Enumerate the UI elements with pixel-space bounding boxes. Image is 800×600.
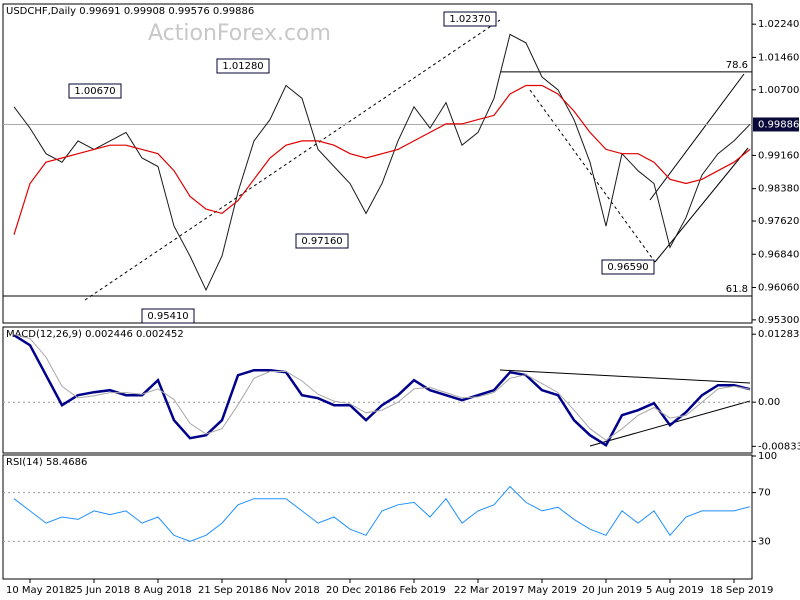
trend-line [499,369,751,384]
x-tick-label: 18 Sep 2019 [710,585,773,596]
x-tick-label: 8 Aug 2018 [134,585,192,596]
y-tick-label: 30 [758,536,771,547]
macd-panel [2,326,753,454]
x-tick-label: 25 Jun 2018 [70,585,130,596]
annotation: 0.95410 [147,311,188,322]
x-tick-label: 10 May 2018 [6,585,71,596]
x-tick-label: 20 Dec 2018 [326,585,390,596]
annotation-box [295,233,349,249]
annotation: 1.02370 [449,14,490,25]
series-line [13,33,751,292]
x-tick-label: 6 Nov 2018 [262,585,320,596]
annotation-box [216,58,270,74]
y-tick-label: 0.99160 [758,150,799,161]
last-price-box [753,117,799,132]
x-tick-label: 5 Aug 2019 [646,585,704,596]
x-tick-label: 20 Jun 2019 [582,585,642,596]
series-line [13,485,751,542]
x-tick-label: 7 May 2019 [518,585,577,596]
y-tick-label: 0.95300 [758,315,799,326]
annotation: 0.96590 [607,262,648,273]
y-tick-label: -0.00833 [758,441,800,452]
y-tick-label: 1.01460 [758,52,799,63]
y-tick-label: 0.98380 [758,184,799,195]
x-tick-label: 22 Mar 2019 [454,585,517,596]
panel-title: MACD(12,26,9) 0.002446 0.002452 [6,329,184,340]
y-tick-label: 100 [758,451,777,462]
annotation-box [601,259,655,275]
annotation: 1.01280 [222,61,263,72]
panel-title: USDCHF,Daily 0.99691 0.99908 0.99576 0.9… [6,6,254,17]
annotation: 1.00670 [74,86,115,97]
annotation-box [68,83,122,99]
watermark: ActionForex.com [148,21,331,46]
series-line [13,334,751,447]
x-tick-label: 6 Feb 2019 [390,585,446,596]
y-tick-label: 0.00 [758,397,780,408]
y-tick-label: 70 [758,488,771,499]
trend-line [649,73,745,201]
y-tick-label: 0.96060 [758,282,799,293]
panel-title: RSI(14) 58.4686 [6,457,87,468]
trend-line [654,147,749,263]
annotation-box [141,308,195,324]
y-tick-label: 1.02240 [758,19,799,30]
series-line [13,333,751,441]
y-tick-label: 0.97620 [758,216,799,227]
annotation-box [443,11,497,27]
fib-label: 78.6 [726,60,748,71]
last-price-label: 0.99886 [758,119,799,130]
annotation: 0.97160 [301,236,342,247]
series-line [13,84,751,235]
x-tick-label: 21 Sep 2018 [198,585,261,596]
y-tick-label: 0.96840 [758,249,799,260]
fib-label: 61.8 [726,284,748,295]
price-panel [2,3,753,324]
y-tick-label: 1.00700 [758,85,799,96]
y-tick-label: 0.012831 [758,329,800,340]
